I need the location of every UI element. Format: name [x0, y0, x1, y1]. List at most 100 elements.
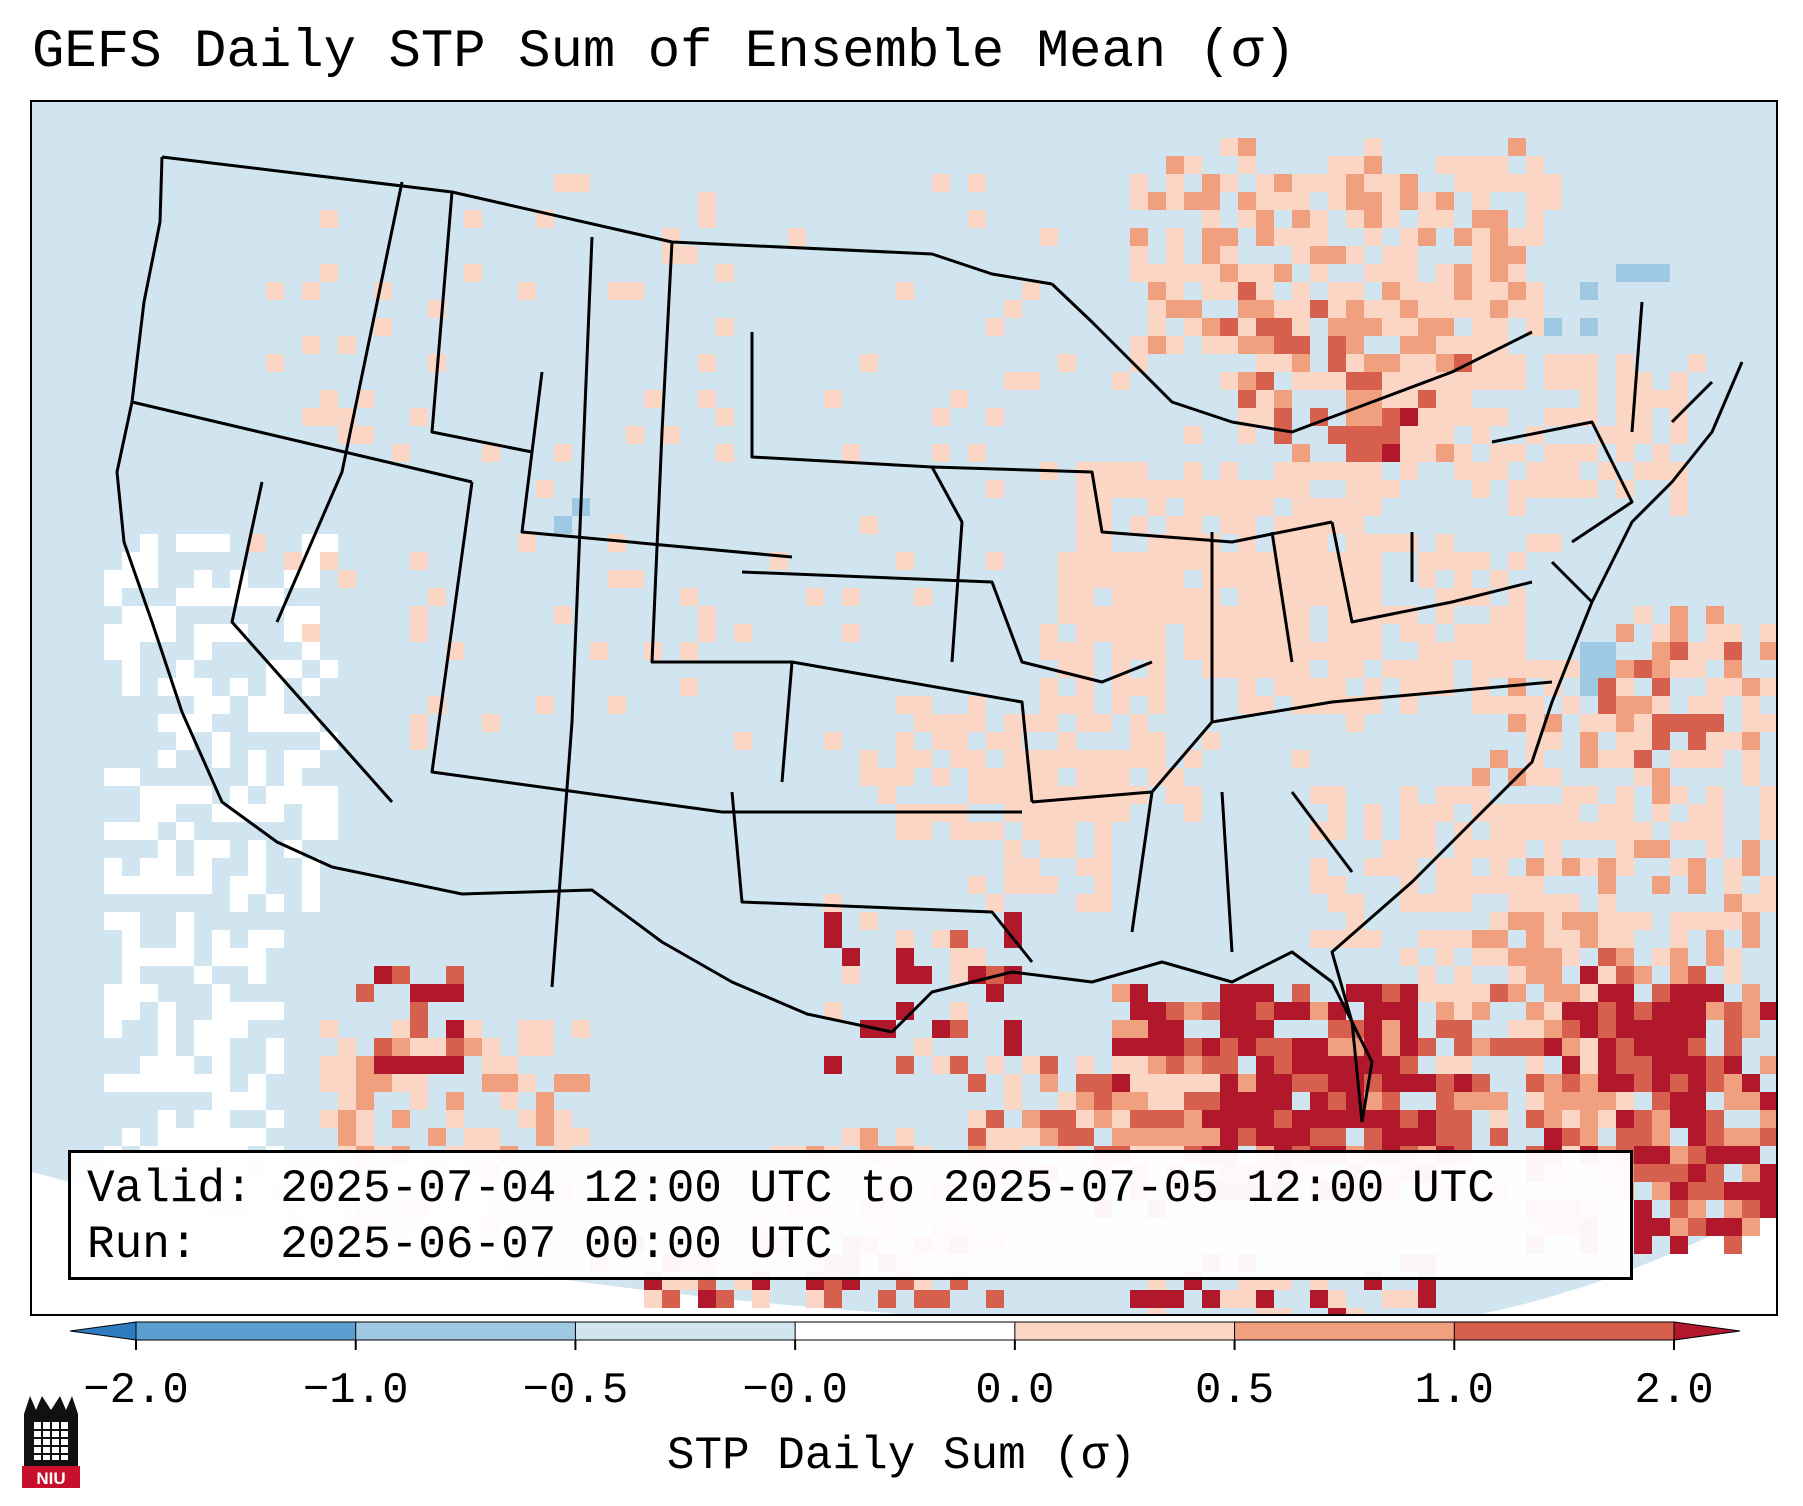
- anomaly-cell: [1238, 588, 1256, 606]
- anomaly-cell: [266, 1002, 284, 1020]
- anomaly-cell: [1670, 1020, 1688, 1038]
- anomaly-cell: [1220, 624, 1238, 642]
- anomaly-cell: [1562, 354, 1580, 372]
- anomaly-cell: [482, 714, 500, 732]
- anomaly-cell: [1328, 156, 1346, 174]
- anomaly-cell: [1328, 1056, 1346, 1074]
- anomaly-cell: [1562, 1110, 1580, 1128]
- anomaly-cell: [1670, 1074, 1688, 1092]
- state-borders: [115, 155, 1744, 1123]
- anomaly-cell: [212, 1002, 230, 1020]
- anomaly-cell: [1544, 318, 1562, 336]
- anomaly-cell: [986, 1056, 1004, 1074]
- anomaly-cell: [1076, 534, 1094, 552]
- state-line: [275, 181, 404, 623]
- anomaly-cell: [1454, 840, 1472, 858]
- anomaly-cell: [1310, 534, 1328, 552]
- anomaly-cell: [1454, 1110, 1472, 1128]
- anomaly-cell: [1724, 1020, 1742, 1038]
- anomaly-cell: [410, 1020, 428, 1038]
- anomaly-cell: [968, 714, 986, 732]
- anomaly-cell: [410, 1002, 428, 1020]
- anomaly-cell: [1634, 372, 1652, 390]
- anomaly-cell: [1760, 624, 1776, 642]
- anomaly-cell: [1382, 660, 1400, 678]
- anomaly-cell: [1562, 1002, 1580, 1020]
- anomaly-cell: [1238, 318, 1256, 336]
- anomaly-cell: [1202, 174, 1220, 192]
- anomaly-cell: [878, 786, 896, 804]
- anomaly-cell: [1238, 552, 1256, 570]
- anomaly-cell: [1670, 426, 1688, 444]
- anomaly-cell: [698, 354, 716, 372]
- anomaly-cell: [1274, 678, 1292, 696]
- anomaly-cell: [1598, 948, 1616, 966]
- anomaly-cell: [1454, 1056, 1472, 1074]
- anomaly-cell: [410, 1038, 428, 1056]
- anomaly-cell: [1580, 1092, 1598, 1110]
- anomaly-cell: [248, 588, 266, 606]
- anomaly-cell: [104, 642, 122, 660]
- anomaly-cell: [1418, 210, 1436, 228]
- anomaly-cell: [194, 1074, 212, 1092]
- anomaly-cell: [1328, 804, 1346, 822]
- anomaly-cell: [716, 444, 734, 462]
- anomaly-cell: [1238, 138, 1256, 156]
- anomaly-cell: [410, 1074, 428, 1092]
- anomaly-cell: [1472, 948, 1490, 966]
- anomaly-cell: [1688, 1020, 1706, 1038]
- anomaly-cell: [1256, 372, 1274, 390]
- anomaly-cell: [1472, 660, 1490, 678]
- anomaly-cell: [1184, 552, 1202, 570]
- anomaly-cell: [1634, 966, 1652, 984]
- anomaly-cell: [1328, 678, 1346, 696]
- anomaly-cell: [428, 1056, 446, 1074]
- anomaly-cell: [1004, 732, 1022, 750]
- anomaly-cell: [1256, 318, 1274, 336]
- anomaly-cell: [1292, 1002, 1310, 1020]
- anomaly-cell: [1400, 948, 1418, 966]
- anomaly-cell: [302, 858, 320, 876]
- anomaly-cell: [176, 732, 194, 750]
- anomaly-cell: [1508, 354, 1526, 372]
- anomaly-cell: [1580, 732, 1598, 750]
- anomaly-cell: [1328, 696, 1346, 714]
- anomaly-cell: [1562, 408, 1580, 426]
- anomaly-cell: [1508, 1020, 1526, 1038]
- anomaly-cell: [1472, 462, 1490, 480]
- anomaly-cell: [302, 1290, 320, 1308]
- anomaly-cell: [1166, 174, 1184, 192]
- anomaly-cell: [1220, 552, 1238, 570]
- anomaly-cell: [1544, 408, 1562, 426]
- anomaly-cell: [914, 1290, 932, 1308]
- state-line: [1491, 420, 1634, 544]
- anomaly-cell: [1670, 372, 1688, 390]
- anomaly-cell: [1328, 1002, 1346, 1020]
- anomaly-cell: [1454, 858, 1472, 876]
- anomaly-cell: [176, 822, 194, 840]
- anomaly-cell: [1148, 318, 1166, 336]
- anomaly-cell: [1256, 1128, 1274, 1146]
- anomaly-cell: [1670, 498, 1688, 516]
- anomaly-cell: [1112, 552, 1130, 570]
- anomaly-cell: [1130, 264, 1148, 282]
- anomaly-cell: [1526, 210, 1544, 228]
- anomaly-cell: [896, 696, 914, 714]
- anomaly-cell: [1328, 894, 1346, 912]
- anomaly-cell: [1688, 858, 1706, 876]
- anomaly-cell: [1436, 1056, 1454, 1074]
- anomaly-cell: [1616, 840, 1634, 858]
- anomaly-cell: [1076, 1074, 1094, 1092]
- anomaly-cell: [212, 1128, 230, 1146]
- anomaly-cell: [1112, 1056, 1130, 1074]
- anomaly-cell: [1256, 498, 1274, 516]
- anomaly-cell: [1472, 408, 1490, 426]
- anomaly-cell: [1220, 1290, 1238, 1308]
- anomaly-cell: [1670, 624, 1688, 642]
- anomaly-cell: [1580, 642, 1598, 660]
- anomaly-cell: [1076, 678, 1094, 696]
- anomaly-cell: [1526, 1038, 1544, 1056]
- anomaly-cell: [1508, 624, 1526, 642]
- anomaly-cell: [1238, 390, 1256, 408]
- anomaly-cell: [1184, 1056, 1202, 1074]
